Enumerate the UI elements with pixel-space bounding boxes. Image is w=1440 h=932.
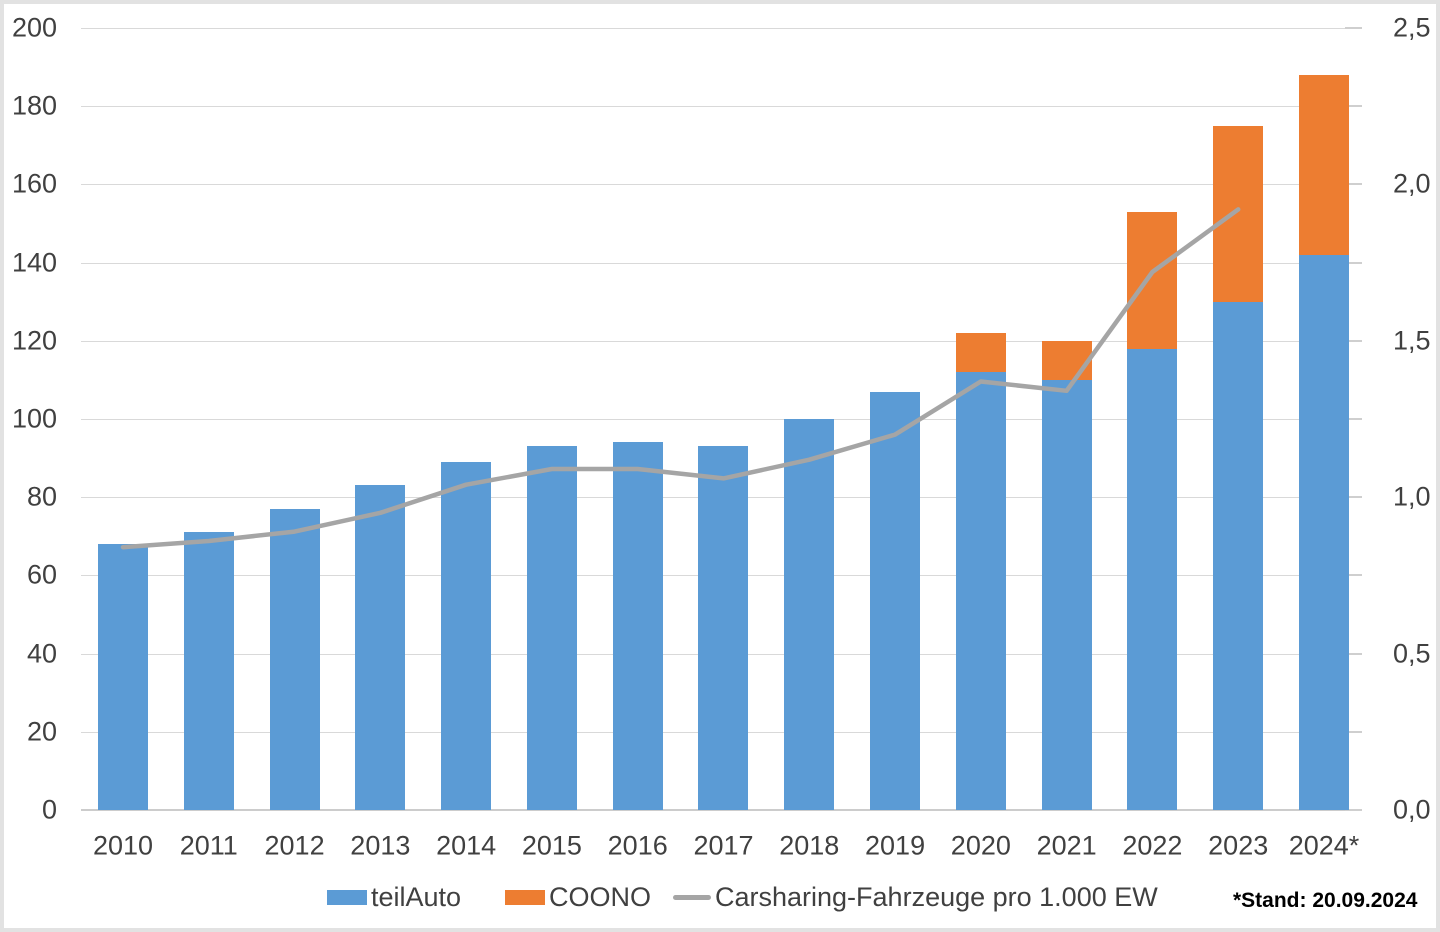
teilauto-swatch-icon: [327, 889, 367, 905]
right-axis-tick-label: 0,5: [1393, 638, 1431, 669]
bar-segment-teilauto-2019: [870, 391, 921, 810]
bar-segment-coono-2021: [1041, 340, 1092, 380]
gridline: [81, 106, 1345, 108]
bar-segment-teilauto-2015: [526, 446, 577, 810]
right-axis-tick: [1345, 652, 1362, 655]
left-axis-tick-label: 100: [11, 403, 57, 434]
left-axis-tick-label: 120: [11, 325, 57, 356]
x-axis-tick-label: 2017: [693, 830, 754, 861]
gridline: [81, 340, 1345, 342]
right-axis-tick: [1345, 27, 1362, 29]
bar-segment-teilauto-2017: [698, 446, 749, 810]
bar-segment-teilauto-2016: [612, 442, 663, 810]
bar-segment-teilauto-2023: [1213, 301, 1264, 810]
x-axis-tick-label: 2022: [1122, 830, 1183, 861]
bar-segment-teilauto-2021: [1041, 379, 1092, 810]
legend-label-teilauto: teilAuto: [371, 881, 462, 912]
plot-area: [81, 27, 1362, 811]
right-axis-tick-label: 1,5: [1393, 325, 1431, 356]
x-axis-tick-label: 2023: [1208, 830, 1269, 861]
bar-segment-teilauto-2011: [183, 532, 234, 810]
right-axis-tick-label: 0,0: [1393, 794, 1431, 825]
x-axis-tick-label: 2013: [350, 830, 411, 861]
right-axis-tick: [1345, 105, 1362, 108]
x-axis-tick-label: 2014: [436, 830, 497, 861]
left-axis-tick-label: 60: [26, 559, 57, 590]
x-axis-tick-label: 2021: [1036, 830, 1097, 861]
right-axis-tick: [1345, 496, 1362, 499]
right-axis-tick: [1345, 339, 1362, 342]
bar-segment-teilauto-2022: [1127, 348, 1178, 810]
bar-segment-coono-2024*: [1298, 74, 1349, 255]
right-axis-tick-label: 1,0: [1393, 481, 1431, 512]
line-path: [120, 207, 1241, 550]
coono-swatch-icon: [505, 889, 545, 905]
legend-item-line: Carsharing-Fahrzeuge pro 1.000 EW: [673, 883, 1158, 911]
footnote: *Stand: 20.09.2024: [1233, 889, 1418, 912]
gridline: [81, 262, 1345, 264]
carsharing-rate-line: [120, 207, 1241, 550]
x-axis-line: [81, 809, 1345, 811]
x-axis-tick-label: 2020: [950, 830, 1011, 861]
x-axis-tick-label: 2012: [264, 830, 325, 861]
bar-segment-teilauto-2018: [784, 419, 835, 810]
right-axis-tick: [1345, 418, 1362, 420]
left-axis-tick-label: 160: [11, 168, 57, 199]
x-axis-tick-label: 2019: [865, 830, 926, 861]
right-axis-tick: [1345, 261, 1362, 264]
x-axis-tick-label: 2010: [92, 830, 154, 861]
legend-label-line: Carsharing-Fahrzeuge pro 1.000 EW: [715, 881, 1158, 912]
x-axis-tick-label: 2011: [179, 830, 238, 861]
legend-item-teilauto: teilAuto: [327, 883, 461, 911]
bar-segment-teilauto-2013: [355, 485, 406, 810]
bar-segment-teilauto-2010: [98, 544, 148, 810]
left-axis-tick-label: 180: [11, 90, 57, 121]
x-axis-tick-label: 2024*: [1288, 830, 1360, 861]
left-axis-tick-label: 40: [26, 638, 57, 669]
line-swatch-icon: [673, 894, 711, 900]
left-axis-tick-label: 200: [11, 12, 57, 43]
legend-label-coono: COONO: [549, 881, 652, 912]
bar-segment-teilauto-2020: [955, 372, 1006, 810]
bar-segment-teilauto-2024*: [1298, 254, 1349, 810]
left-axis-tick-label: 20: [26, 716, 57, 747]
bar-segment-teilauto-2014: [441, 462, 492, 810]
x-axis-tick-label: 2015: [521, 830, 582, 861]
right-axis-tick: [1345, 730, 1362, 733]
right-axis-tick-label: 2,0: [1393, 168, 1431, 199]
legend-item-coono: COONO: [505, 883, 651, 911]
x-axis-tick-label: 2016: [607, 830, 668, 861]
bar-segment-teilauto-2012: [269, 508, 320, 810]
left-axis-tick-label: 140: [11, 247, 57, 278]
bar-segment-coono-2023: [1213, 125, 1264, 302]
right-axis-tick: [1345, 574, 1362, 577]
right-axis-tick: [1345, 809, 1362, 811]
gridline: [81, 28, 1345, 29]
left-axis-tick-label: 80: [26, 481, 57, 512]
gridline: [81, 184, 1345, 186]
left-axis-tick-label: 0: [41, 794, 57, 825]
right-axis-tick-label: 2,5: [1393, 12, 1431, 43]
right-axis-tick: [1345, 183, 1362, 186]
x-axis-tick-label: 2018: [779, 830, 840, 861]
gridline: [81, 419, 1345, 420]
bar-segment-coono-2020: [955, 333, 1006, 373]
bar-segment-coono-2022: [1127, 211, 1178, 349]
